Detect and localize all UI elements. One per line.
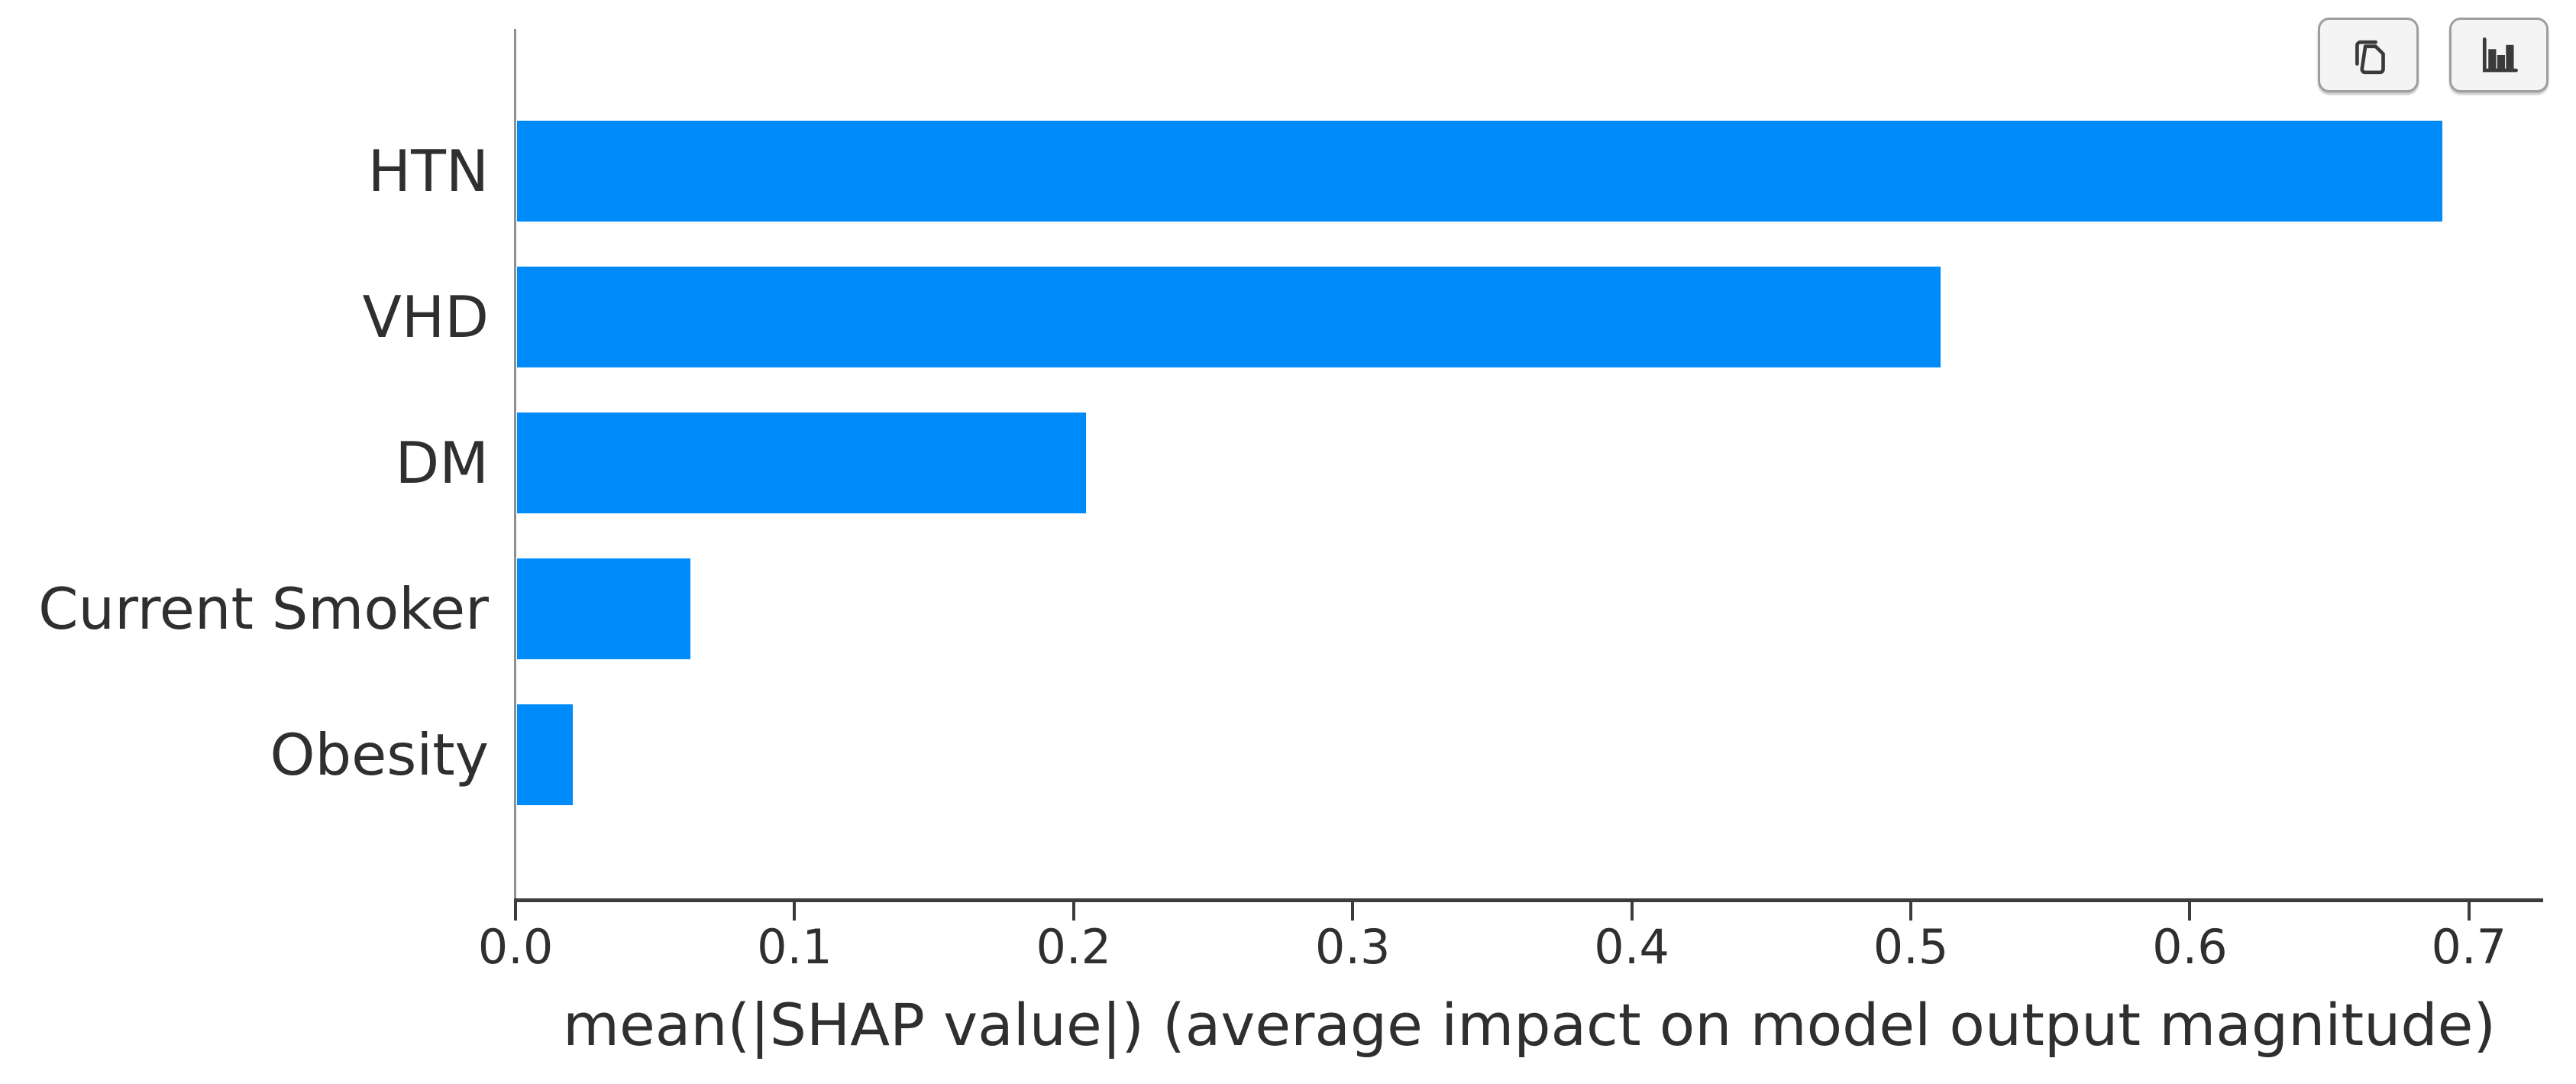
bar [517,558,690,659]
bar [517,413,1086,513]
x-tick-mark [2188,902,2192,921]
x-axis-label: mean(|SHAP value|) (average impact on mo… [562,991,2496,1059]
x-tick-label: 0.1 [757,919,832,975]
chart-button[interactable] [2449,18,2549,92]
bar-chart-icon [2482,37,2518,73]
copy-icon [2355,40,2385,75]
y-tick-label: Current Smoker [38,575,489,642]
y-tick-label: VHD [362,283,489,351]
bar [517,267,1941,367]
x-tick-label: 0.3 [1314,919,1391,975]
bar [517,121,2442,222]
x-tick-mark [514,902,517,921]
x-tick-label: 0.5 [1873,919,1949,975]
y-tick-label: HTN [367,138,489,205]
x-tick-label: 0.6 [2152,919,2228,975]
x-tick-label: 0.7 [2431,919,2507,975]
x-tick-mark [1909,902,1912,921]
x-tick-mark [793,902,797,921]
y-tick-label: Obesity [270,721,490,788]
y-tick-label: DM [395,429,489,497]
x-tick-label: 0.2 [1036,919,1112,975]
x-tick-label: 0.4 [1594,919,1669,975]
x-tick-mark [1071,902,1075,921]
bar [517,704,573,805]
x-axis-spine [514,898,2543,902]
y-axis-spine [514,29,516,900]
x-tick-mark [2467,902,2471,921]
x-tick-label: 0.0 [477,919,554,975]
x-tick-mark [1630,902,1634,921]
copy-button[interactable] [2318,18,2419,92]
x-tick-mark [1351,902,1355,921]
